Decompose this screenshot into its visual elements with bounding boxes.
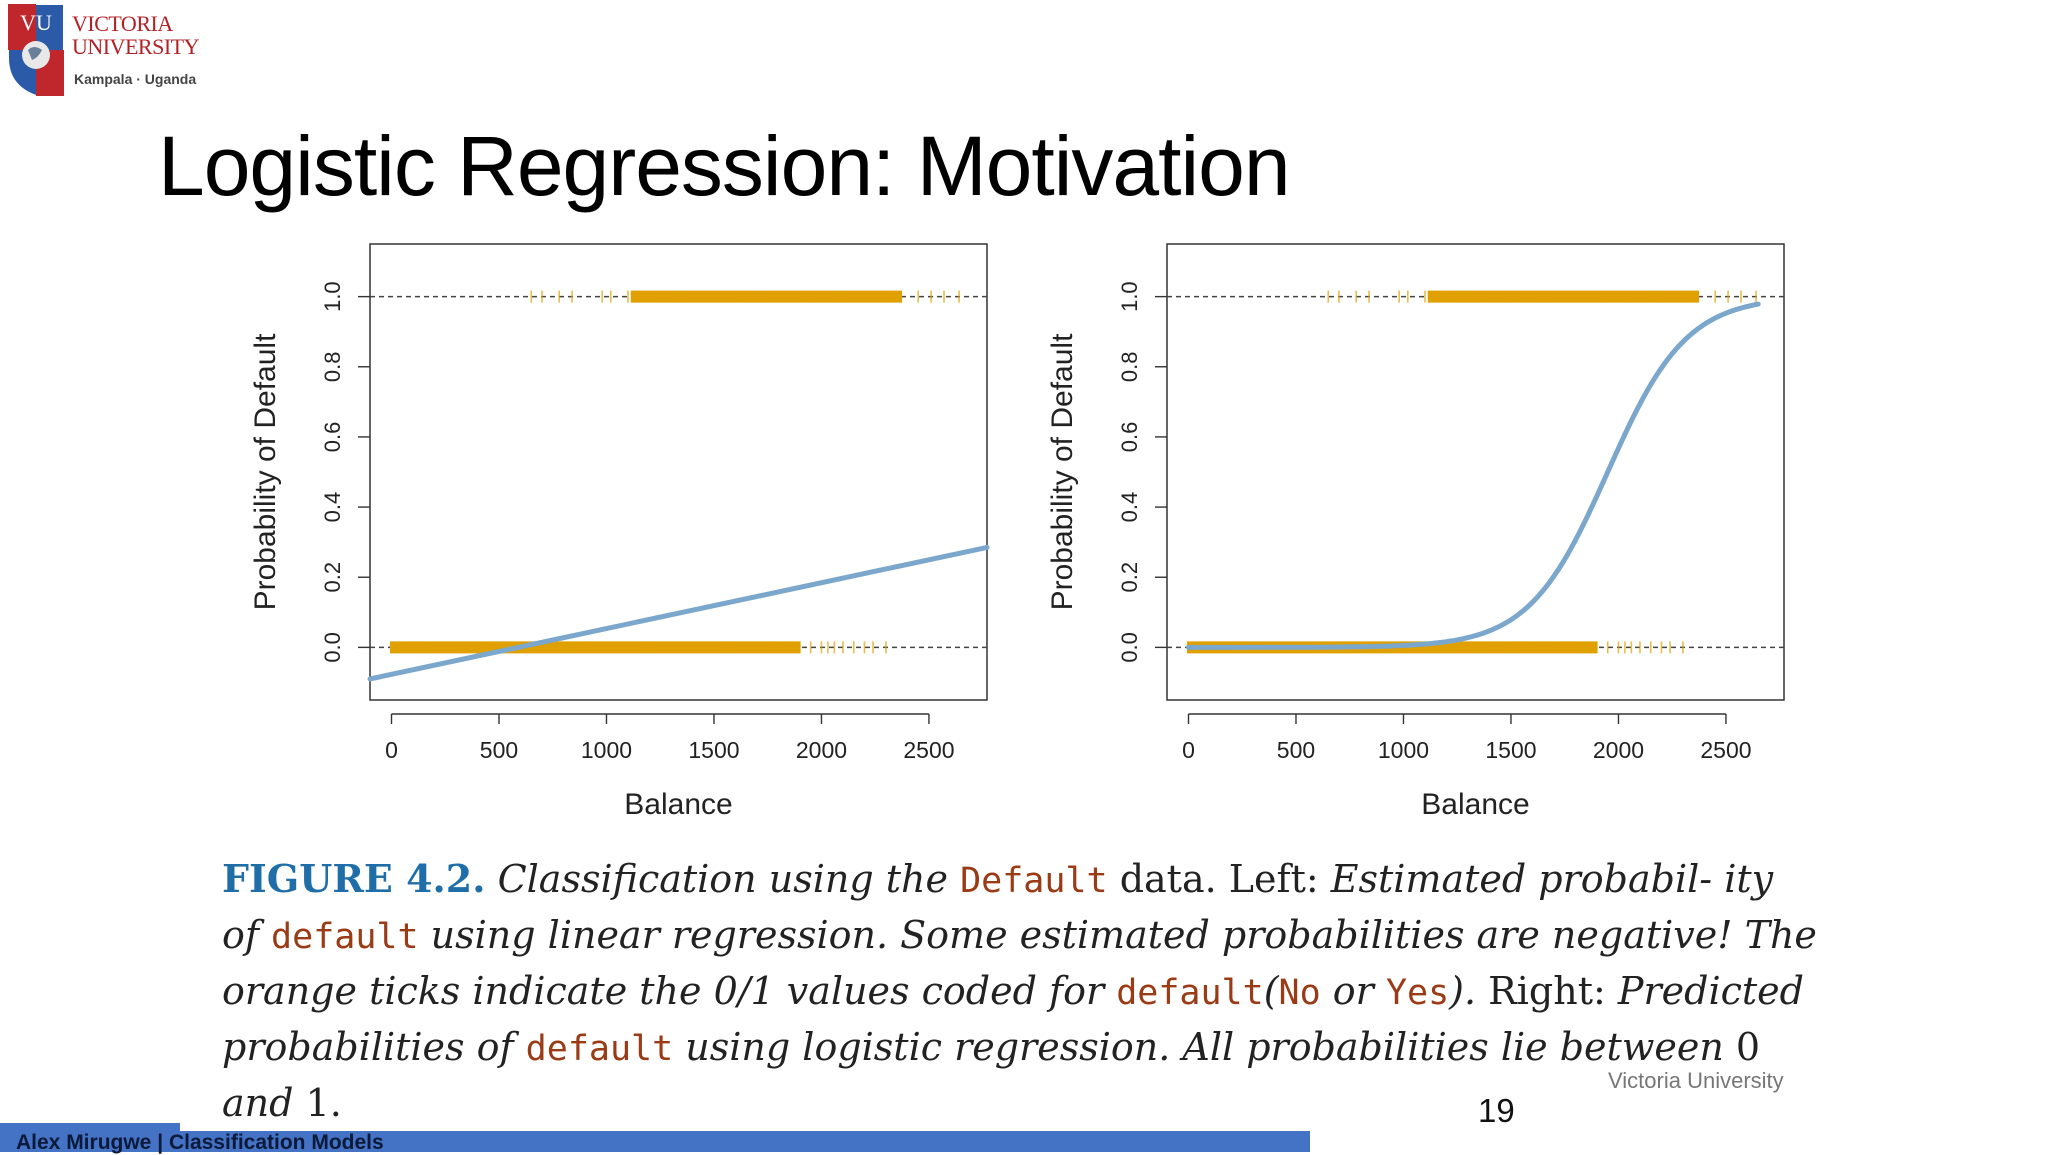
logo-initials: VU	[20, 10, 52, 35]
x-tick-label-right-5: 2500	[1700, 737, 1751, 763]
x-tick-label-right-0: 0	[1182, 737, 1195, 763]
footer-separator: |	[157, 1131, 164, 1154]
shield-icon: VU	[7, 3, 65, 98]
x-tick-label-right-4: 2000	[1593, 737, 1644, 763]
footer-bar	[0, 1131, 1310, 1152]
brand-note: Victoria University	[1608, 1068, 1784, 1093]
x-axis-title-right: Balance	[1421, 788, 1529, 821]
chart-panel-left: 0.0 0.2 0.4 0.6 0.8 1.0 0 500 1000 1500 2000 2500 Ba…	[249, 243, 990, 821]
caption-part-12: or	[1332, 969, 1374, 1013]
y-tick-label-left-3: 0.6	[320, 422, 345, 453]
y-tick-label-right-1: 0.2	[1117, 562, 1142, 593]
caption-code-default-2: default	[271, 917, 419, 957]
plot-frame-right	[1166, 243, 1785, 701]
x-tick-label-right-1: 500	[1277, 737, 1315, 763]
y-tick-label-left-5: 1.0	[320, 281, 345, 312]
footer-name-tab	[0, 1123, 180, 1152]
caption-part-4: Estimated probabil-	[1330, 857, 1713, 901]
y-tick-label-right-5: 1.0	[1117, 281, 1142, 312]
x-tick-label-left-1: 500	[480, 737, 518, 763]
caption-part-20: 0	[1735, 1025, 1761, 1069]
caption-part-8: The orange ticks indicate the 0/1 values…	[222, 913, 1817, 1013]
y-tick-label-right-4: 0.8	[1117, 351, 1142, 382]
y-axis-title-left: Probability of Default	[249, 333, 282, 610]
x-tick-label-right-3: 1500	[1485, 737, 1536, 763]
institution-location: Kampala · Uganda	[74, 71, 197, 87]
x-tick-label-left-0: 0	[385, 737, 398, 763]
caption-part-7: using linear regression. Some estimated …	[430, 913, 1733, 957]
caption-code-yes: Yes	[1385, 973, 1450, 1013]
slide-title: Logistic Regression: Motivation	[158, 119, 1291, 213]
figure-label: FIGURE 4.2.	[222, 856, 486, 901]
footer-text: Alex Mirugwe | Classification Models	[16, 1131, 384, 1155]
caption-part-3: Left:	[1228, 857, 1319, 901]
caption-part-19: between	[1559, 1025, 1724, 1069]
y-tick-label-left-2: 0.4	[320, 492, 345, 523]
plot-frame-left	[369, 243, 988, 701]
x-axis-title-left: Balance	[624, 788, 732, 821]
caption-part-2: data.	[1119, 857, 1217, 901]
institution-line-1: VICTORIA	[72, 11, 173, 36]
y-tick-label-right-0: 0.0	[1117, 632, 1142, 663]
institution-name: VICTORIA UNIVERSITY	[72, 11, 200, 59]
page-number: 19	[1478, 1092, 1515, 1129]
y-tick-label-left-0: 0.0	[320, 632, 345, 663]
x-tick-label-left-2: 1000	[581, 737, 632, 763]
x-tick-label-left-4: 2000	[796, 737, 847, 763]
caption-code-default-1: Default	[960, 861, 1108, 901]
x-tick-label-left-3: 1500	[688, 737, 739, 763]
caption-part-15: Right:	[1488, 969, 1606, 1013]
footer-course: Classification Models	[168, 1131, 384, 1154]
caption-part-22: 1.	[305, 1081, 342, 1125]
caption-part-0: Classification using the	[497, 857, 948, 901]
caption-part-10: (	[1263, 969, 1279, 1013]
fit-curve-right	[1186, 301, 1761, 650]
chart-panel-right: 0.0 0.2 0.4 0.6 0.8 1.0 0 500 1000 1500 2000 2500 Ba…	[1046, 243, 1785, 821]
y-tick-label-left-1: 0.2	[320, 562, 345, 593]
y-axis-title-right: Probability of Default	[1046, 333, 1079, 610]
caption-part-16: Predicted probabilities of	[222, 969, 1804, 1069]
caption-part-5: ity of	[222, 857, 1774, 957]
y-tick-label-right-3: 0.6	[1117, 422, 1142, 453]
caption-part-18: using logistic regression. All probabili…	[685, 1025, 1548, 1069]
caption-part-21: and	[222, 1081, 294, 1125]
caption-code-default-4: default	[525, 1029, 674, 1069]
footer-author: Alex Mirugwe	[16, 1131, 152, 1154]
figure-caption: FIGURE 4.2. Classification using the Def…	[222, 852, 1822, 1130]
caption-code-no: No	[1278, 973, 1321, 1013]
institution-line-2: UNIVERSITY	[72, 34, 200, 59]
x-tick-label-left-5: 2500	[903, 737, 954, 763]
caption-part-14: ).	[1449, 969, 1477, 1013]
y-tick-label-right-2: 0.4	[1117, 492, 1142, 523]
x-tick-label-right-2: 1000	[1378, 737, 1429, 763]
fit-curve-left	[367, 544, 990, 682]
university-logo: VU VICTORIA UNIVERSITY Kampala · Uganda	[4, 0, 204, 100]
y-tick-label-left-4: 0.8	[320, 351, 345, 382]
caption-code-default-3: default	[1116, 973, 1264, 1013]
